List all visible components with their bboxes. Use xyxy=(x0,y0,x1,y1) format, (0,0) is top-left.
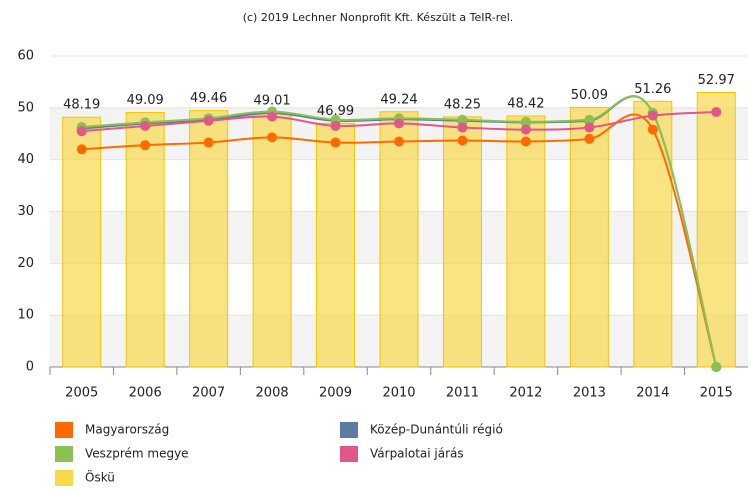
point xyxy=(584,122,595,133)
x-tick-label: 2009 xyxy=(319,386,352,401)
bar xyxy=(252,112,292,368)
x-tick-label: 2013 xyxy=(573,386,606,401)
legend-label: Magyarország xyxy=(85,423,169,437)
bar xyxy=(696,91,736,368)
y-tick-label: 10 xyxy=(17,308,34,323)
bar xyxy=(189,110,229,368)
y-tick-label: 40 xyxy=(17,152,34,167)
x-tick-label: 2008 xyxy=(256,386,289,401)
value-label: 50.09 xyxy=(571,88,608,103)
bar xyxy=(62,116,102,368)
point xyxy=(203,115,214,126)
point xyxy=(647,124,658,135)
bar xyxy=(506,115,546,368)
legend-swatch xyxy=(340,422,358,438)
value-label: 51.26 xyxy=(634,82,671,97)
y-tick-label: 20 xyxy=(17,256,34,271)
x-tick-label: 2010 xyxy=(382,386,415,401)
legend-label: Veszprém megye xyxy=(85,447,189,461)
point xyxy=(457,122,468,133)
legend-swatch xyxy=(55,422,73,438)
legend-label: Öskü xyxy=(85,469,115,485)
legend-label: Várpalotai járás xyxy=(370,447,464,461)
value-label: 48.42 xyxy=(507,97,544,112)
y-tick-label: 30 xyxy=(17,204,34,219)
bar xyxy=(316,122,356,368)
point xyxy=(140,120,151,131)
point xyxy=(711,362,722,372)
value-label: 48.25 xyxy=(444,97,481,112)
point xyxy=(330,120,341,131)
point xyxy=(647,110,658,121)
x-tick-label: 2006 xyxy=(129,386,162,401)
x-tick-label: 2014 xyxy=(636,386,669,401)
y-tick-label: 60 xyxy=(17,49,34,64)
point xyxy=(330,137,341,148)
x-tick-label: 2005 xyxy=(65,386,98,401)
bar xyxy=(379,111,419,368)
legend-label: Közép-Dunántúli régió xyxy=(370,423,503,437)
point xyxy=(457,114,468,125)
chart-title: (c) 2019 Lechner Nonprofit Kft. Készült … xyxy=(243,11,514,24)
bar xyxy=(633,100,673,368)
legend-swatch xyxy=(55,470,73,486)
legend-swatch xyxy=(340,446,358,462)
point xyxy=(520,116,531,127)
x-tick-label: 2007 xyxy=(192,386,225,401)
point xyxy=(203,137,214,148)
y-tick-label: 0 xyxy=(26,360,34,375)
bar xyxy=(569,106,609,368)
x-tick-label: 2015 xyxy=(700,386,733,401)
y-tick-label: 50 xyxy=(17,100,34,115)
point xyxy=(394,118,404,129)
point xyxy=(520,124,531,135)
point xyxy=(394,136,404,147)
legend-swatch xyxy=(55,446,73,462)
x-tick-label: 2012 xyxy=(509,386,542,401)
point xyxy=(457,135,468,146)
point xyxy=(584,114,595,125)
bar xyxy=(442,116,482,368)
value-label: 49.24 xyxy=(380,92,417,107)
point xyxy=(520,136,531,147)
point xyxy=(267,132,278,143)
value-label: 49.01 xyxy=(253,93,290,108)
bar xyxy=(125,112,165,368)
value-label: 48.19 xyxy=(63,98,100,113)
point xyxy=(267,111,278,122)
value-label: 49.46 xyxy=(190,91,227,106)
point xyxy=(711,106,722,117)
value-label: 49.09 xyxy=(127,93,164,108)
point xyxy=(584,133,595,144)
value-label: 52.97 xyxy=(698,73,735,88)
point xyxy=(76,126,87,137)
x-tick-label: 2011 xyxy=(446,386,479,401)
value-label: 46.99 xyxy=(317,104,354,119)
point xyxy=(76,144,87,155)
point xyxy=(140,140,151,151)
